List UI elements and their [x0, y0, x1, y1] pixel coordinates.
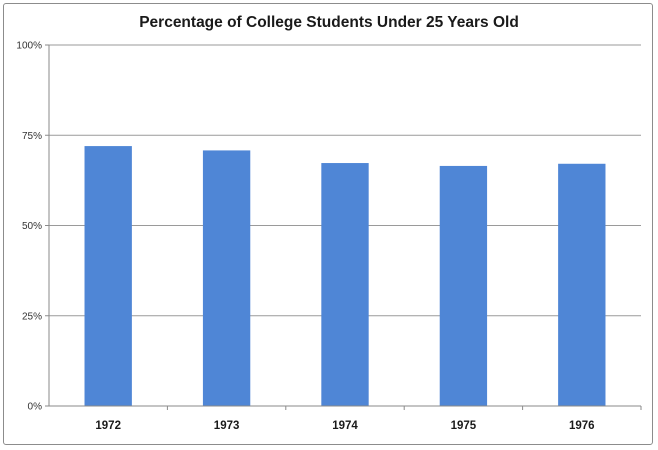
y-tick-label: 25% — [22, 311, 42, 322]
x-axis-tick-labels: 1972 1973 1974 1975 1976 — [95, 420, 594, 432]
bars — [84, 146, 606, 406]
y-axis-tick-labels: 0% 25% 50% 75% 100% — [16, 41, 42, 413]
x-tick-label-1974: 1974 — [332, 420, 358, 432]
y-tick-label: 100% — [16, 41, 42, 52]
chart-title: Percentage of College Students Under 25 … — [139, 14, 519, 31]
bar-1974 — [321, 163, 369, 406]
bar-1976 — [558, 163, 606, 406]
bar-1975 — [439, 165, 488, 406]
x-tick-label-1972: 1972 — [95, 420, 121, 432]
y-tick-label: 50% — [22, 221, 42, 232]
x-tick-label-1975: 1975 — [451, 420, 477, 432]
y-tick-label: 75% — [22, 131, 42, 142]
y-tick-label: 0% — [28, 402, 43, 413]
bar-1973 — [202, 150, 251, 406]
x-tick-label-1973: 1973 — [214, 420, 240, 432]
bar-1972 — [84, 146, 132, 406]
x-tick-label-1976: 1976 — [569, 420, 595, 432]
axes — [45, 44, 642, 410]
